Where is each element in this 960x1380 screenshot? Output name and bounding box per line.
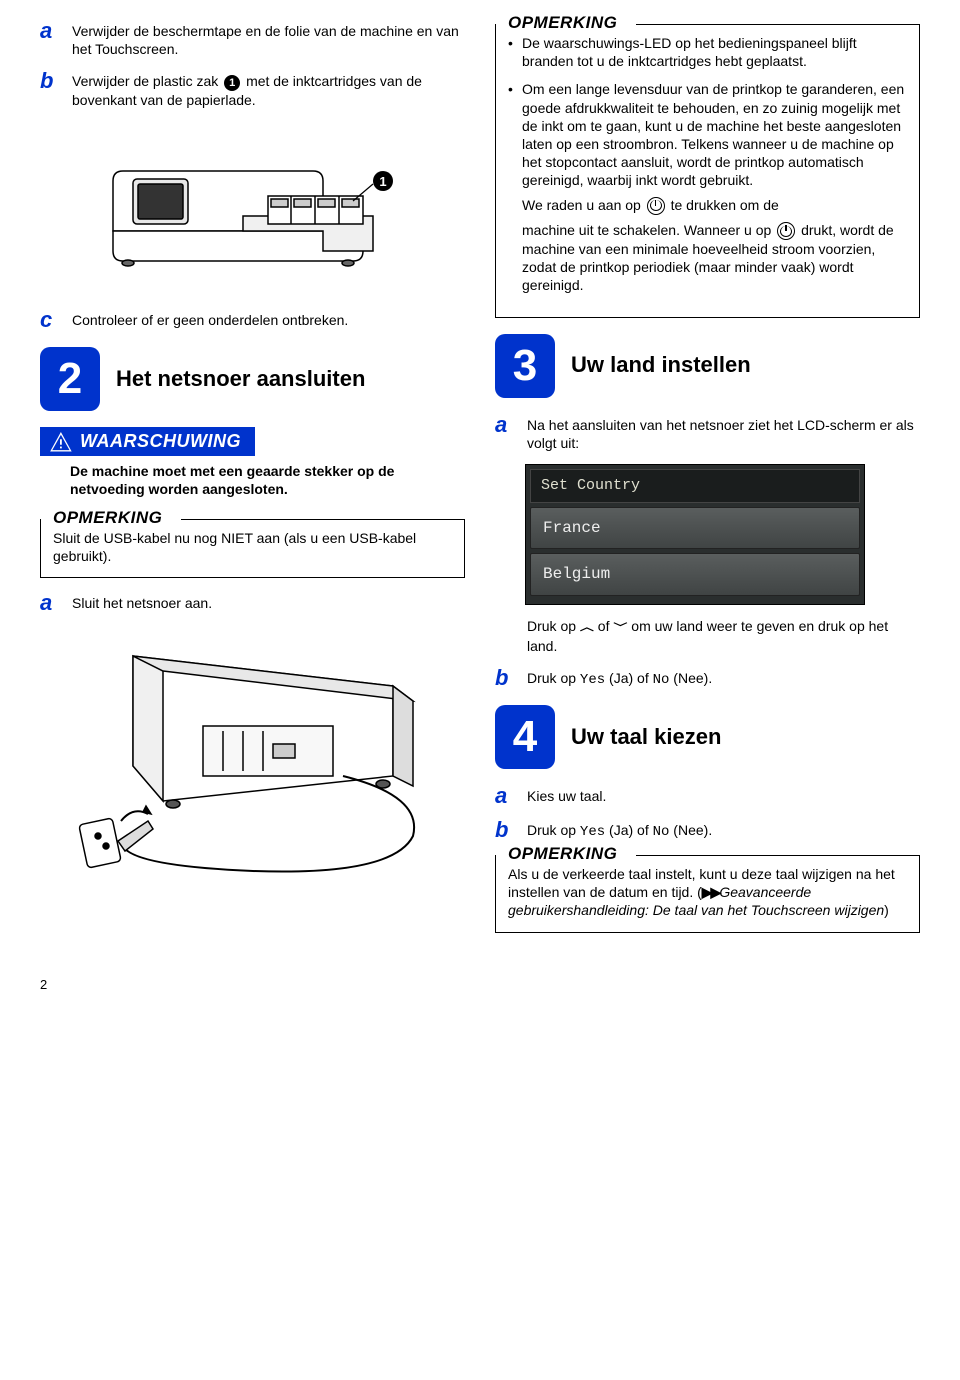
step3-a2-pre: Druk op — [527, 618, 580, 634]
step4-b: b Druk op Yes (Ja) of No (Nee). — [495, 819, 920, 841]
step3-a: a Na het aansluiten van het netsnoer zie… — [495, 414, 920, 452]
chevron-up-icon: ︿ — [580, 621, 594, 634]
step-2-number: 2 — [40, 347, 100, 411]
lcd-item-belgium: Belgium — [530, 553, 860, 596]
step3-b: b Druk op Yes (Ja) of No (Nee). — [495, 667, 920, 689]
double-arrow-icon: ▶▶ — [702, 884, 720, 900]
lcd-title: Set Country — [530, 469, 860, 503]
step-4-header: 4 Uw taal kiezen — [495, 705, 920, 769]
step-4-number: 4 — [495, 705, 555, 769]
letter-3a: a — [495, 414, 527, 436]
left-column: a Verwijder de beschermtape en de folie … — [40, 20, 465, 947]
step3-a2-mid: of — [594, 618, 613, 634]
step-a2-text: Sluit het netsnoer aan. — [72, 592, 465, 612]
warning-text: De machine moet met een geaarde stekker … — [40, 456, 465, 504]
step-4-title: Uw taal kiezen — [571, 723, 721, 752]
note-bottom-title: OPMERKING — [496, 843, 627, 865]
printer-cartridge-illustration: 1 — [40, 121, 465, 291]
note-usb-text: Sluit de USB-kabel nu nog NIET aan (als … — [53, 529, 452, 565]
note-top-item-2: Om een lange levensduur van de printkop … — [508, 80, 907, 294]
step-2-title: Het netsnoer aansluiten — [116, 365, 365, 394]
page-number: 2 — [40, 977, 920, 994]
step-2-header: 2 Het netsnoer aansluiten — [40, 347, 465, 411]
letter-4a: a — [495, 785, 527, 807]
note-usb: OPMERKING Sluit de USB-kabel nu nog NIET… — [40, 519, 465, 578]
letter-4b: b — [495, 819, 527, 841]
lcd-item-france: France — [530, 507, 860, 550]
step-c-text: Controleer of er geen onderdelen ontbrek… — [72, 309, 465, 329]
power-cord-illustration — [40, 626, 465, 886]
letter-a: a — [40, 20, 72, 42]
step-a2: a Sluit het netsnoer aan. — [40, 592, 465, 614]
letter-b: b — [40, 70, 72, 92]
note-top-2b-pre: We raden u aan op — [522, 197, 645, 213]
note-bottom-text: Als u de verkeerde taal instelt, kunt u … — [508, 865, 907, 920]
step4-b-text: Druk op Yes (Ja) of No (Nee). — [527, 819, 920, 841]
step-3-number: 3 — [495, 334, 555, 398]
note-top-title: OPMERKING — [496, 12, 627, 34]
letter-c: c — [40, 309, 72, 331]
step4-a-text: Kies uw taal. — [527, 785, 920, 805]
callout-1-inline: 1 — [224, 75, 240, 91]
lcd-screenshot: Set Country France Belgium — [525, 464, 865, 605]
step-b-pre: Verwijder de plastic zak — [72, 73, 222, 89]
warning-header: WAARSCHUWING — [40, 427, 255, 456]
warning-box: WAARSCHUWING De machine moet met een gea… — [40, 427, 465, 505]
note-top-2b-post: te drukken om de — [667, 197, 779, 213]
note-bottom: OPMERKING Als u de verkeerde taal instel… — [495, 855, 920, 933]
step-3-title: Uw land instellen — [571, 351, 751, 380]
step3-b-text: Druk op Yes (Ja) of No (Nee). — [527, 667, 920, 689]
note-usb-title: OPMERKING — [41, 507, 172, 529]
letter-3b: b — [495, 667, 527, 689]
note-top-2c-pre: machine uit te schakelen. Wanneer u op — [522, 222, 775, 238]
step3-a2: Druk op ︿ of ﹀ om uw land weer te geven … — [495, 617, 920, 655]
step-b: b Verwijder de plastic zak 1 met de inkt… — [40, 70, 465, 108]
note-top-2a: Om een lange levensduur van de printkop … — [522, 81, 904, 188]
power-icon-2 — [777, 222, 795, 240]
step-c: c Controleer of er geen onderdelen ontbr… — [40, 309, 465, 331]
chevron-down-icon: ﹀ — [613, 621, 627, 634]
warning-icon — [50, 432, 72, 452]
step4-a: a Kies uw taal. — [495, 785, 920, 807]
right-column: OPMERKING De waarschuwings-LED op het be… — [495, 20, 920, 947]
step-a: a Verwijder de beschermtape en de folie … — [40, 20, 465, 58]
step3-a-text: Na het aansluiten van het netsnoer ziet … — [527, 414, 920, 452]
letter-a2: a — [40, 592, 72, 614]
svg-text:1: 1 — [379, 174, 386, 189]
step-a-text: Verwijder de beschermtape en de folie va… — [72, 20, 465, 58]
step-3-header: 3 Uw land instellen — [495, 334, 920, 398]
note-top-item-1: De waarschuwings-LED op het bedieningspa… — [508, 34, 907, 70]
note-top: OPMERKING De waarschuwings-LED op het be… — [495, 24, 920, 318]
power-icon — [647, 197, 665, 215]
warning-label: WAARSCHUWING — [80, 430, 241, 453]
step-b-text: Verwijder de plastic zak 1 met de inktca… — [72, 70, 465, 108]
